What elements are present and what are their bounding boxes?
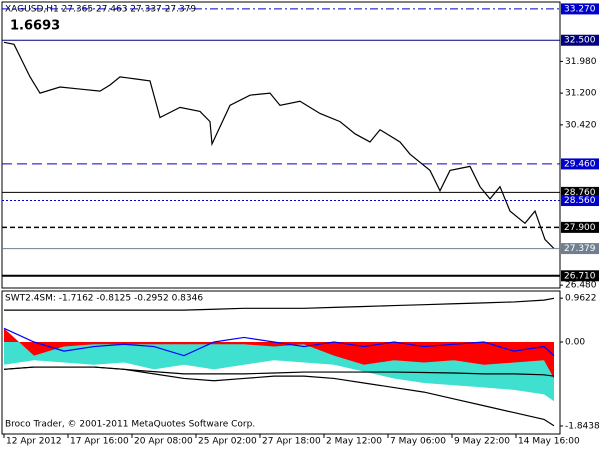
x-tick-label: 27 Apr 18:00 — [262, 437, 321, 447]
level-label: 27.379 — [564, 244, 596, 254]
level-label: 28.560 — [564, 196, 596, 206]
x-tick-label: 20 Apr 08:00 — [134, 437, 193, 447]
level-label-box — [561, 186, 599, 198]
indicator-line — [3, 327, 555, 357]
indicator-line — [3, 366, 555, 427]
indicator-title: SWT2.4SM: -1.7162 -0.8125 -0.2952 0.8346 — [5, 294, 203, 304]
level-label: 28.760 — [564, 188, 596, 198]
x-tick-label: 25 Apr 02:00 — [198, 437, 257, 447]
indicator-line — [4, 297, 555, 311]
level-label: 33.270 — [564, 4, 596, 14]
indicator-area — [4, 328, 554, 379]
y-tick-label: 31.200 — [565, 89, 597, 99]
annotation: 1.6693 — [10, 19, 60, 34]
x-tick-label: 12 Apr 2012 — [6, 437, 62, 447]
footer: Broco Trader, © 2001-2011 MetaQuotes Sof… — [5, 420, 255, 430]
level-label-box — [561, 243, 599, 255]
level-label-box — [561, 34, 599, 46]
level-label: 32.500 — [564, 36, 596, 46]
level-label-box — [561, 195, 599, 207]
main-pane — [1, 1, 561, 289]
y-tick-label: 0.00 — [565, 338, 585, 348]
level-label: 27.900 — [564, 223, 596, 233]
y-tick-label: -1.8438 — [565, 421, 600, 431]
level-label: 29.460 — [564, 159, 596, 169]
x-tick-label: 2 May 12:00 — [326, 437, 382, 447]
level-label: 26.710 — [564, 271, 596, 281]
y-tick-label: 30.420 — [565, 120, 597, 130]
indicator-pane — [1, 290, 561, 435]
y-tick-label: 0.9622 — [565, 294, 597, 304]
chart-title: XAGUSD,H1 27.365 27.463 27.337 27.379 — [5, 5, 196, 15]
level-label-box — [561, 270, 599, 282]
y-tick-label: 31.980 — [565, 57, 597, 67]
x-tick-label: 17 Apr 16:00 — [70, 437, 129, 447]
level-label-box — [561, 221, 599, 233]
price-line — [3, 41, 555, 249]
level-label-box — [561, 158, 599, 170]
x-tick-label: 14 May 16:00 — [518, 437, 580, 447]
x-tick-label: 7 May 06:00 — [390, 437, 446, 447]
y-tick-label: 26.480 — [565, 281, 597, 291]
x-tick-label: 9 May 22:00 — [454, 437, 510, 447]
level-label-box — [561, 3, 599, 15]
